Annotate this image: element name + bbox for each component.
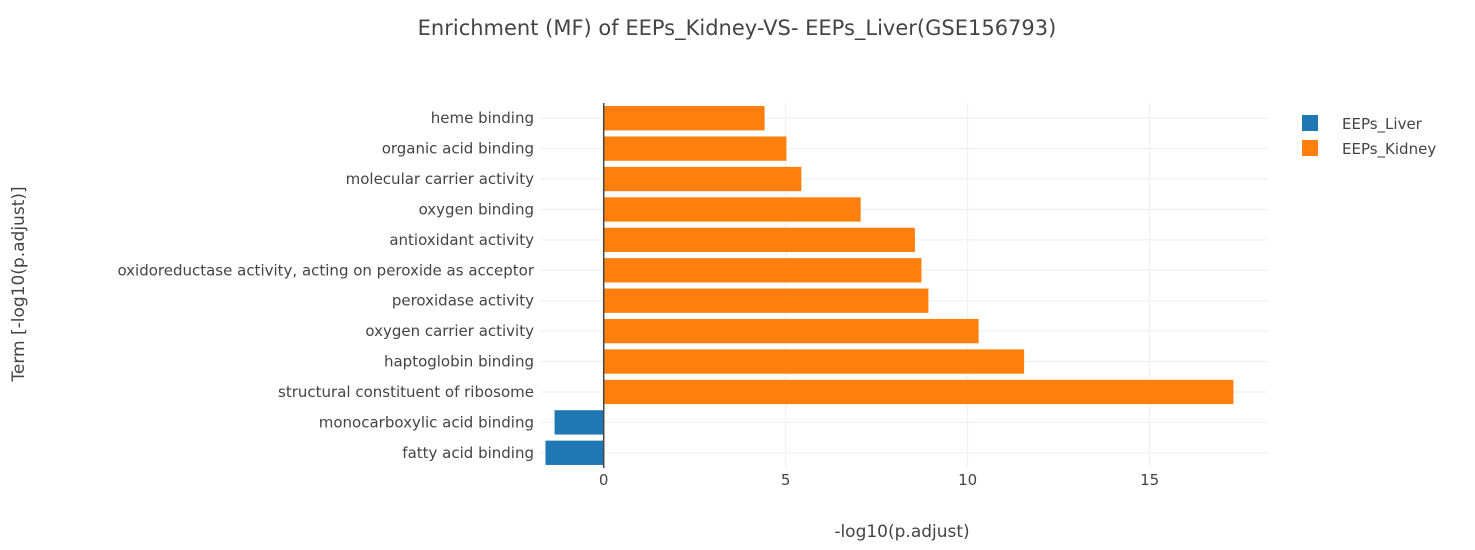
legend-label: EEPs_Kidney (1342, 140, 1436, 159)
x-tick-label: 10 (958, 471, 977, 489)
y-tick-label: structural constituent of ribosome (278, 383, 534, 401)
bar-eeps-kidney[interactable] (603, 288, 929, 313)
bar-eeps-kidney[interactable] (603, 318, 979, 344)
bar-eeps-kidney[interactable] (603, 258, 922, 283)
y-tick-label: oxygen carrier activity (365, 322, 534, 340)
legend-label: EEPs_Liver (1342, 115, 1423, 134)
x-tick-label: 5 (781, 471, 791, 489)
x-tick-label: 0 (599, 471, 609, 489)
bars-layer (545, 103, 1234, 468)
bar-eeps-kidney[interactable] (603, 197, 861, 222)
bar-eeps-liver[interactable] (545, 440, 604, 465)
bar-eeps-kidney[interactable] (603, 166, 802, 192)
bar-eeps-kidney[interactable] (603, 136, 787, 161)
y-tick-label: heme binding (431, 109, 534, 127)
y-axis-title: Term [-log10(p.adjust)] (9, 186, 29, 382)
bar-eeps-liver[interactable] (554, 410, 604, 435)
y-tick-label: antioxidant activity (389, 231, 534, 249)
x-tick-label: 15 (1140, 471, 1159, 489)
chart-title: Enrichment (MF) of EEPs_Kidney-VS- EEPs_… (418, 16, 1057, 41)
y-tick-label: fatty acid binding (402, 444, 534, 462)
y-tick-label: oxygen binding (419, 200, 534, 218)
bar-eeps-kidney[interactable] (603, 379, 1234, 405)
bar-eeps-kidney[interactable] (603, 106, 765, 131)
legend-item[interactable]: EEPs_Liver (1302, 115, 1423, 134)
y-tick-label: molecular carrier activity (346, 170, 534, 188)
bar-eeps-kidney[interactable] (603, 227, 915, 253)
y-tick-label: monocarboxylic acid binding (319, 413, 534, 431)
y-tick-labels: fatty acid binding monocarboxylic acid bi… (117, 109, 534, 462)
y-tick-label: haptoglobin binding (384, 353, 534, 371)
y-tick-label: peroxidase activity (392, 292, 534, 310)
bar-eeps-kidney[interactable] (603, 349, 1025, 374)
y-tick-label: organic acid binding (382, 140, 534, 158)
x-axis-title: -log10(p.adjust) (834, 522, 969, 542)
y-tick-label: oxidoreductase activity, acting on perox… (117, 261, 534, 279)
legend-swatch (1302, 140, 1318, 156)
legend-swatch (1302, 115, 1318, 131)
legend-item[interactable]: EEPs_Kidney (1302, 140, 1436, 159)
legend[interactable]: EEPs_Liver EEPs_Kidney (1302, 115, 1436, 159)
x-tick-labels: 0 5 10 15 (599, 471, 1159, 489)
